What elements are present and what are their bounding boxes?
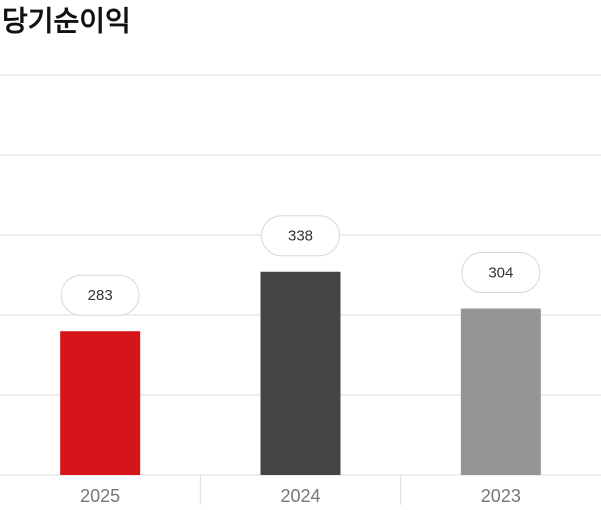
bar xyxy=(60,331,141,475)
value-bubble xyxy=(261,215,340,257)
value-bubble xyxy=(461,252,541,294)
x-tick-label: 2023 xyxy=(481,486,521,506)
value-label: 304 xyxy=(488,264,513,281)
x-tick-label: 2024 xyxy=(280,486,320,506)
value-label: 338 xyxy=(288,228,313,245)
bar xyxy=(460,308,541,475)
bar xyxy=(260,271,341,475)
value-bubble xyxy=(60,274,140,316)
x-tick-label: 2025 xyxy=(80,486,120,506)
chart-title: 당기순이익 xyxy=(2,5,131,36)
value-label: 283 xyxy=(88,287,113,304)
